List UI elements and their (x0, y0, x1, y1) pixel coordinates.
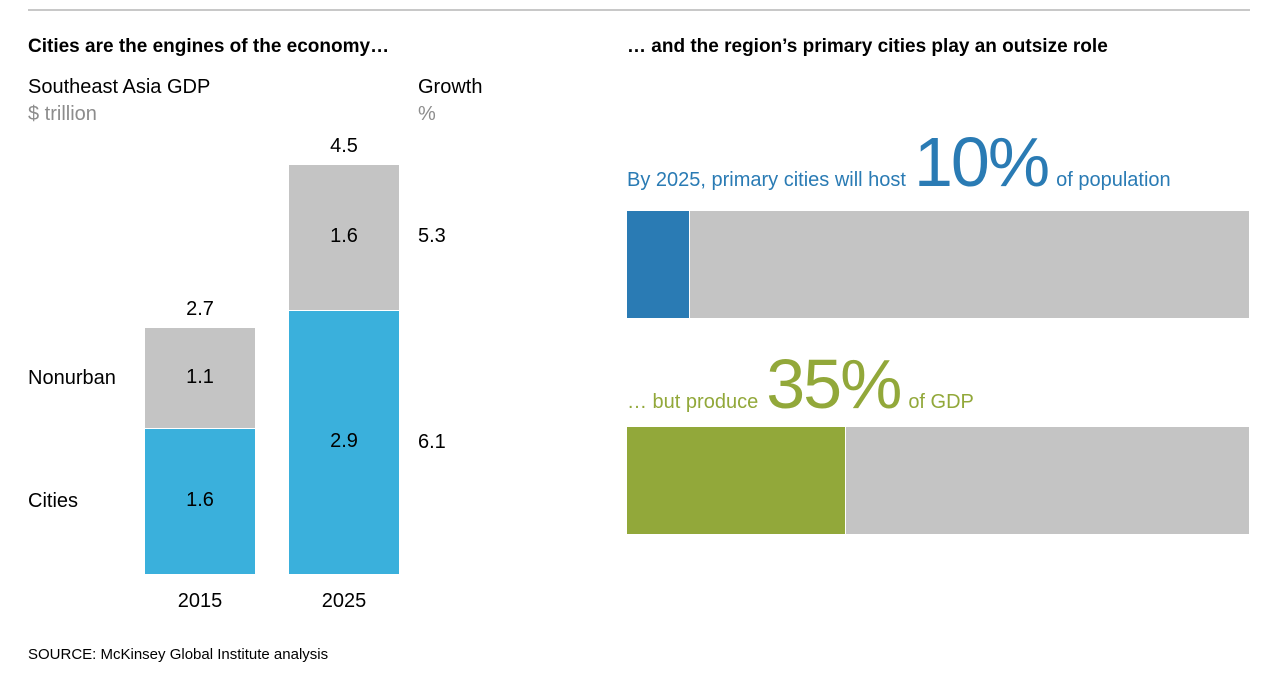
gdp-prefix: … but produce (627, 391, 759, 413)
bar-total-label: 2.7 (186, 298, 214, 321)
population-callout: By 2025, primary cities will host 10% of… (627, 122, 1171, 201)
top-rule (28, 9, 1250, 11)
population-prefix: By 2025, primary cities will host (627, 169, 906, 191)
population-bar-track (627, 211, 1249, 318)
bar-total-label: 4.5 (330, 134, 358, 157)
population-bar-fill (627, 211, 690, 318)
bar-value-label: 2.9 (330, 430, 358, 453)
growth-label: Growth (418, 76, 483, 98)
growth-nonurban-value: 5.3 (418, 225, 446, 247)
left-unit: $ trillion (28, 103, 97, 125)
right-title: … and the region’s primary cities play a… (627, 36, 1108, 57)
growth-unit: % (418, 103, 436, 125)
gdp-percent: 35% (766, 345, 902, 423)
x-axis-label: 2025 (321, 590, 367, 612)
growth-cities-value: 6.1 (418, 431, 446, 453)
gdp-suffix: of GDP (908, 391, 974, 413)
left-title: Cities are the engines of the economy… (28, 36, 390, 57)
bar-value-label: 1.1 (186, 366, 214, 389)
gdp-callout: … but produce 35% of GDP (627, 344, 974, 423)
legend-cities: Cities (28, 490, 79, 512)
x-axis-label: 2015 (177, 590, 223, 612)
gdp-bar-track (627, 427, 1249, 534)
population-suffix: of population (1056, 169, 1171, 191)
legend-nonurban: Nonurban (28, 367, 116, 389)
bar-segment-nonurban-2015: 1.1 (145, 328, 255, 430)
bar-segment-nonurban-2025: 1.6 (289, 164, 399, 312)
population-percent: 10% (913, 123, 1050, 201)
gdp-bar-fill (627, 427, 846, 534)
bar-value-label: 1.6 (186, 489, 214, 512)
bar-value-label: 1.6 (330, 225, 358, 248)
left-subtitle: Southeast Asia GDP (28, 76, 211, 98)
source-note: SOURCE: McKinsey Global Institute analys… (28, 646, 329, 663)
bar-segment-cities-2015: 1.6 (145, 428, 255, 574)
bar-segment-cities-2025: 2.9 (289, 310, 399, 574)
